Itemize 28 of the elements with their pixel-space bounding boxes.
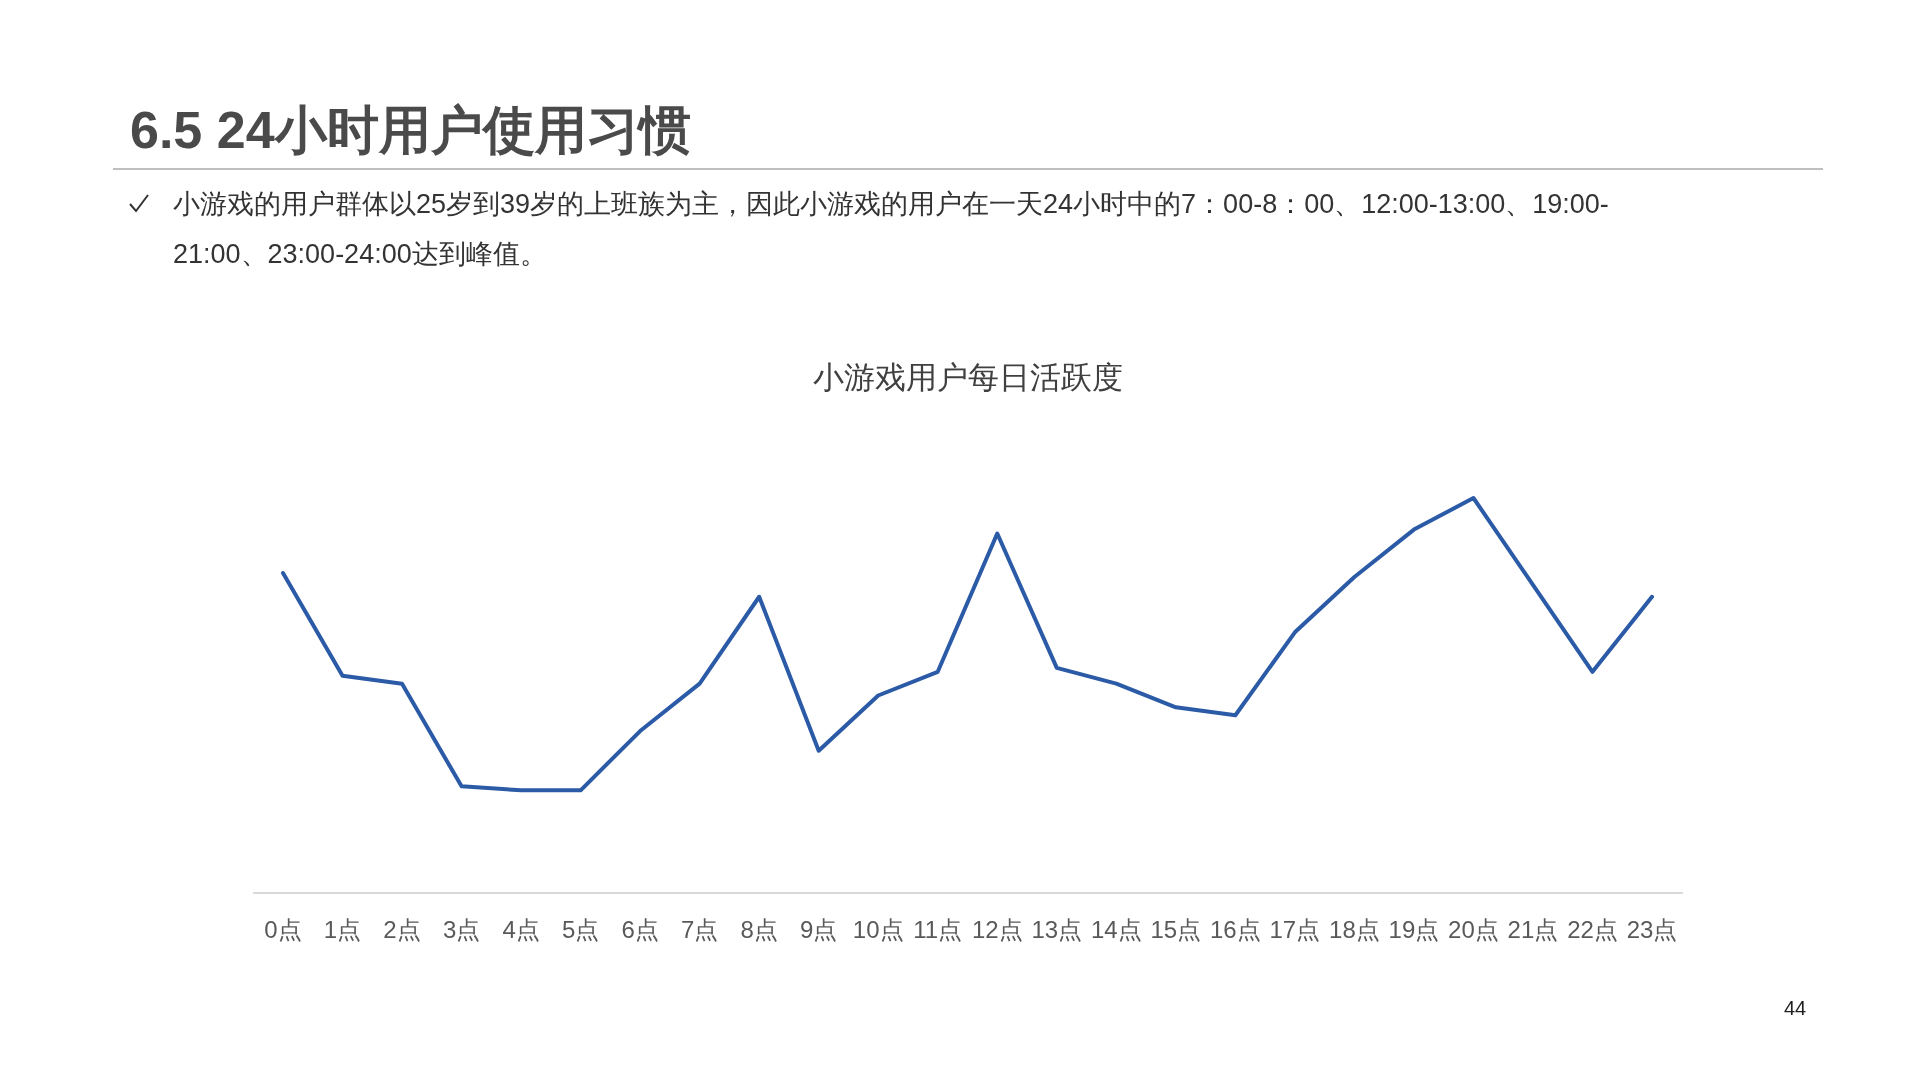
x-tick-label: 1点 [323, 916, 362, 943]
text: 小游戏的用户群体以25岁到39岁的上班族为主，因此小游戏的用户在一天24小时中的7：00-8：00、12:00-13:00、19:00-21:00、23:00-24:00达到峰值。 [173, 189, 1609, 269]
x-tick-label: 14点 [1090, 916, 1142, 943]
x-tick-label: 17点 [1269, 916, 1321, 943]
x-tick-label: 21点 [1507, 916, 1559, 943]
x-tick-label: 3点 [442, 916, 481, 943]
x-tick-label: 15点 [1150, 916, 1202, 943]
text: 44 [1783, 997, 1807, 1019]
x-tick-label: 2点 [383, 916, 421, 943]
x-tick-label: 22点 [1567, 916, 1618, 943]
x-tick-label: 12点 [971, 916, 1023, 943]
x-tick-label: 6点 [621, 916, 659, 943]
x-tick-label: 7点 [680, 916, 719, 943]
text: 6.5 24小时用户使用习惯 [130, 101, 691, 159]
x-tick-label: 19点 [1388, 916, 1440, 943]
chart-title: 小游戏用户每日活跃度 [813, 360, 1123, 395]
x-tick-label: 20点 [1448, 916, 1499, 943]
x-tick-label: 9点 [800, 916, 838, 943]
x-tick-label: 11点 [913, 916, 963, 943]
x-tick-label: 0点 [264, 916, 302, 943]
x-tick-label: 5点 [561, 916, 600, 943]
x-tick-label: 8点 [740, 916, 778, 943]
x-tick-label: 23点 [1626, 916, 1678, 943]
x-tick-label: 4点 [502, 916, 540, 943]
x-tick-label: 13点 [1031, 916, 1083, 943]
x-tick-label: 16点 [1210, 916, 1261, 943]
x-tick-label: 18点 [1329, 916, 1380, 943]
x-tick-label: 10点 [852, 916, 904, 943]
